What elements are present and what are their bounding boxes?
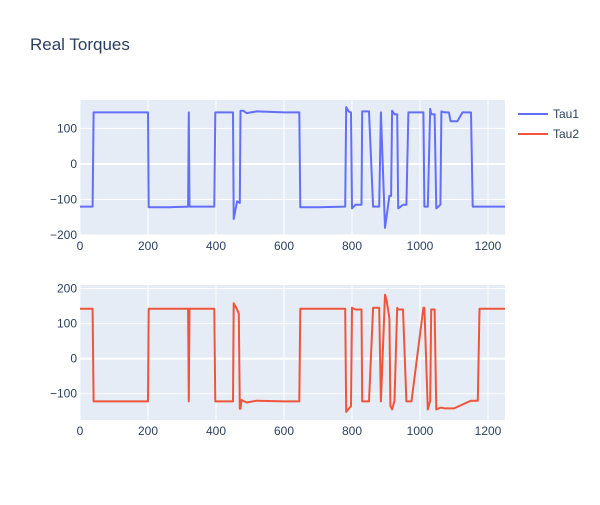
y-tick-label: 100 bbox=[57, 121, 77, 135]
x-tick-label: 0 bbox=[77, 424, 84, 438]
y-tick-label: 0 bbox=[70, 352, 77, 366]
y-tick-label: 0 bbox=[70, 157, 77, 171]
subplot-2: 0 200 400 600 800 1000 1200 −100 0 100 200 bbox=[50, 282, 505, 438]
x-tick-label: 1000 bbox=[407, 239, 434, 253]
x-tick-label: 200 bbox=[138, 239, 158, 253]
x-tick-label: 600 bbox=[274, 239, 294, 253]
series-line-tau2 bbox=[80, 293, 505, 413]
x-tick-label: 400 bbox=[206, 239, 226, 253]
x-tick-label: 1200 bbox=[475, 424, 502, 438]
x-tick-label: 1000 bbox=[407, 424, 434, 438]
y-tick-label: −100 bbox=[50, 192, 77, 206]
x-tick-label: 200 bbox=[138, 424, 158, 438]
x-tick-label: 600 bbox=[274, 424, 294, 438]
y-tick-label: 100 bbox=[57, 317, 77, 331]
legend-item-tau1[interactable]: Tau1 bbox=[518, 107, 579, 121]
x-tick-label: 400 bbox=[206, 424, 226, 438]
subplot-1: 0 200 400 600 800 1000 1200 −200 −100 0 100 bbox=[50, 100, 505, 253]
x-tick-label: 0 bbox=[77, 239, 84, 253]
y-tick-label: 200 bbox=[57, 282, 77, 296]
legend-item-tau2[interactable]: Tau2 bbox=[518, 127, 579, 141]
y-tick-label: −200 bbox=[50, 228, 77, 242]
series-line-tau1 bbox=[80, 106, 505, 229]
x-tick-label: 800 bbox=[342, 239, 362, 253]
y-tick-label: −100 bbox=[50, 387, 77, 401]
plot-background bbox=[80, 285, 505, 420]
legend-label: Tau2 bbox=[553, 127, 579, 141]
legend[interactable]: Tau1 Tau2 bbox=[518, 107, 579, 141]
x-tick-label: 800 bbox=[342, 424, 362, 438]
chart-title: Real Torques bbox=[30, 35, 130, 54]
legend-label: Tau1 bbox=[553, 107, 579, 121]
x-tick-label: 1200 bbox=[475, 239, 502, 253]
